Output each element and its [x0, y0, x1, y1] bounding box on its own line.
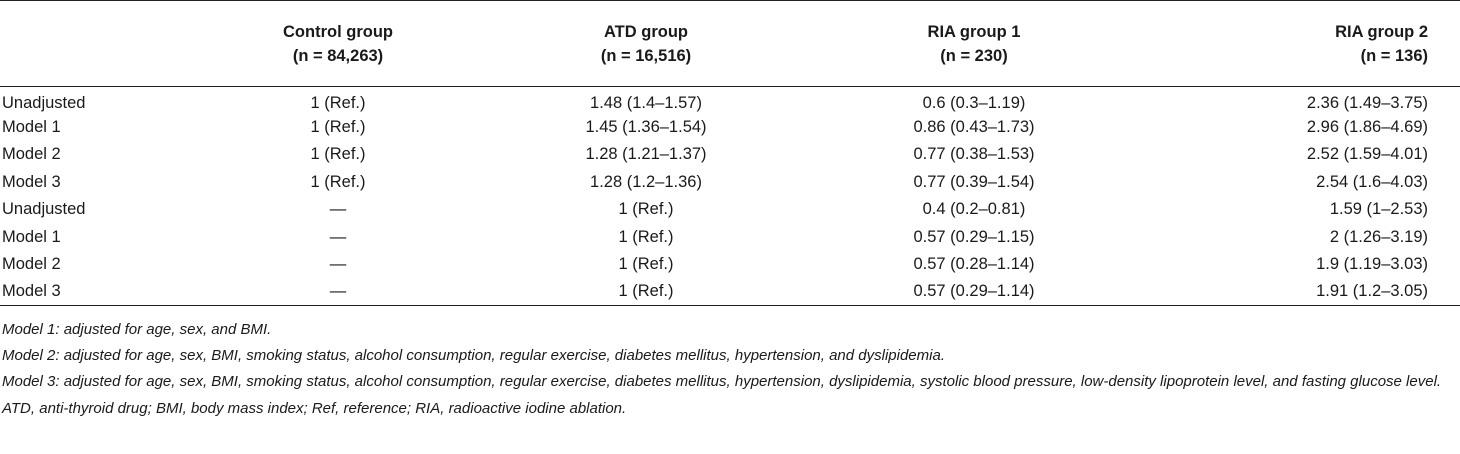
atd-group-value: 1.28 (1.21–1.37)	[585, 145, 707, 164]
ria-group-2-value: 2.52 (1.59–4.01)	[1306, 145, 1428, 164]
control-group-value: —	[329, 227, 347, 246]
table-footnotes: Model 1: adjusted for age, sex, and BMI.…	[2, 317, 1452, 422]
header-atd-group-count: (n = 16,516)	[600, 46, 692, 65]
atd-group-value: 1 (Ref.)	[618, 227, 674, 246]
control-group-value: 1 (Ref.)	[310, 172, 366, 191]
header-row: Control group (n = 84,263) ATD group (n …	[0, 0, 1460, 87]
atd-group-value: 1 (Ref.)	[480, 278, 812, 307]
row-label: Unadjusted	[2, 200, 86, 219]
control-group-value: —	[329, 200, 347, 219]
ria-group-1-value: 0.77 (0.39–1.54)	[913, 172, 1035, 191]
atd-group-value: 1.45 (1.36–1.54)	[585, 118, 707, 137]
row-label: Model 1	[2, 227, 61, 246]
header-ria-group-1-title: RIA group 1	[927, 22, 1021, 41]
footnote-model-2: Model 2: adjusted for age, sex, BMI, smo…	[2, 347, 945, 365]
atd-group-value: 1 (Ref.)	[618, 255, 674, 274]
header-control-group-title: Control group	[283, 22, 393, 41]
header-ria-group-1-count: (n = 230)	[940, 46, 1008, 65]
footnote-abbreviations: ATD, anti-thyroid drug; BMI, body mass i…	[2, 399, 627, 417]
ria-group-2-value: 1.59 (1–2.53)	[1329, 200, 1428, 219]
ria-group-2-value: 2.36 (1.49–3.75)	[1306, 93, 1428, 112]
ria-group-1-value: 0.57 (0.29–1.14)	[812, 278, 1136, 307]
header-ria-group-2: RIA group 2 (n = 136)	[1136, 0, 1460, 87]
header-cell-empty	[0, 0, 196, 87]
ria-group-1-value: 0.4 (0.2–0.81)	[922, 200, 1026, 219]
row-label: Model 3	[2, 172, 61, 191]
ria-group-2-value: 2 (1.26–3.19)	[1329, 227, 1428, 246]
table-row: Model 1 — 1 (Ref.) 0.57 (0.29–1.15) 2 (1…	[0, 223, 1460, 250]
table-row: Unadjusted — 1 (Ref.) 0.4 (0.2–0.81) 1.5…	[0, 196, 1460, 223]
control-group-value: 1 (Ref.)	[310, 118, 366, 137]
row-label: Model 3	[0, 278, 196, 307]
footnote-model-1: Model 1: adjusted for age, sex, and BMI.	[2, 321, 272, 338]
header-atd-group: ATD group (n = 16,516)	[480, 0, 812, 87]
ria-group-2-value: 2.54 (1.6–4.03)	[1316, 172, 1428, 191]
header-ria-group-1: RIA group 1 (n = 230)	[812, 0, 1136, 87]
row-label: Model 2	[2, 145, 61, 164]
ria-group-1-value: 0.57 (0.28–1.14)	[913, 255, 1035, 274]
hazard-ratio-table: Control group (n = 84,263) ATD group (n …	[0, 0, 1460, 307]
control-group-value: —	[196, 278, 480, 307]
control-group-value: 1 (Ref.)	[310, 145, 366, 164]
table-row: Model 1 1 (Ref.) 1.45 (1.36–1.54) 0.86 (…	[0, 114, 1460, 141]
ria-group-2-value: 1.9 (1.19–3.03)	[1316, 255, 1428, 274]
table-row: Model 3 1 (Ref.) 1.28 (1.2–1.36) 0.77 (0…	[0, 169, 1460, 196]
atd-group-value: 1 (Ref.)	[618, 200, 674, 219]
header-control-group: Control group (n = 84,263)	[196, 0, 480, 87]
header-atd-group-title: ATD group	[603, 22, 688, 41]
table-row: Unadjusted 1 (Ref.) 1.48 (1.4–1.57) 0.6 …	[0, 87, 1460, 114]
header-ria-group-2-title: RIA group 2	[1335, 22, 1428, 41]
table-row: Model 2 1 (Ref.) 1.28 (1.21–1.37) 0.77 (…	[0, 141, 1460, 168]
control-group-value: —	[329, 255, 347, 274]
control-group-value: 1 (Ref.)	[310, 93, 366, 112]
row-label: Model 1	[2, 118, 61, 137]
table-row: Model 3 — 1 (Ref.) 0.57 (0.29–1.14) 1.91…	[0, 278, 1460, 307]
ria-group-1-value: 0.77 (0.38–1.53)	[913, 145, 1035, 164]
ria-group-1-value: 0.6 (0.3–1.19)	[922, 93, 1026, 112]
footnote-model-3: Model 3: adjusted for age, sex, BMI, smo…	[2, 373, 1442, 391]
ria-group-1-value: 0.86 (0.43–1.73)	[913, 118, 1035, 137]
header-control-group-count: (n = 84,263)	[292, 46, 384, 65]
ria-group-2-value: 1.91 (1.2–3.05)	[1136, 278, 1460, 307]
atd-group-value: 1.28 (1.2–1.36)	[590, 172, 702, 191]
ria-group-1-value: 0.57 (0.29–1.15)	[913, 227, 1035, 246]
atd-group-value: 1.48 (1.4–1.57)	[590, 93, 702, 112]
table-row: Model 2 — 1 (Ref.) 0.57 (0.28–1.14) 1.9 …	[0, 251, 1460, 278]
row-label: Model 2	[2, 255, 61, 274]
table-body: Unadjusted 1 (Ref.) 1.48 (1.4–1.57) 0.6 …	[0, 87, 1460, 307]
ria-group-2-value: 2.96 (1.86–4.69)	[1306, 118, 1428, 137]
header-ria-group-2-count: (n = 136)	[1360, 46, 1428, 65]
row-label: Unadjusted	[2, 93, 86, 112]
table-header: Control group (n = 84,263) ATD group (n …	[0, 0, 1460, 87]
